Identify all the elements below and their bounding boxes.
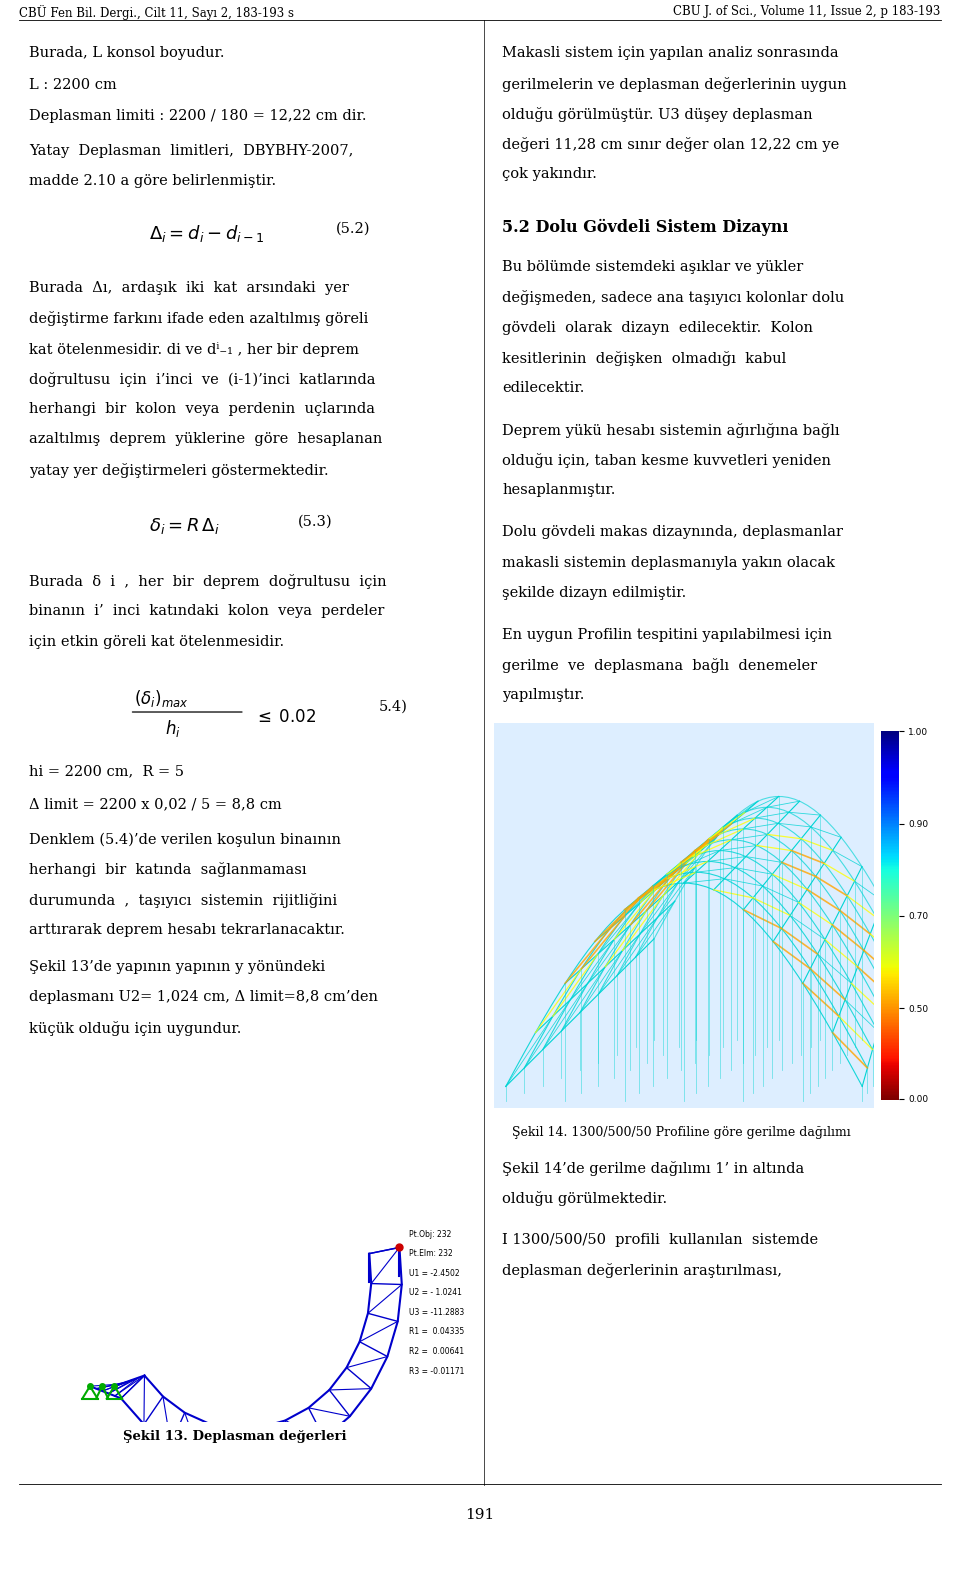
Text: CBÜ Fen Bil. Dergi., Cilt 11, Sayı 2, 183-193 s: CBÜ Fen Bil. Dergi., Cilt 11, Sayı 2, 18… (19, 5, 294, 20)
Text: 5.4): 5.4) (379, 699, 408, 713)
Text: sap 2000 programında statik hesabı yapılan: sap 2000 programında statik hesabı yapıl… (502, 844, 828, 858)
Text: Bu bölümde sistemdeki aşıklar ve yükler: Bu bölümde sistemdeki aşıklar ve yükler (502, 261, 804, 275)
Text: Burada, L konsol boyudur.: Burada, L konsol boyudur. (29, 47, 225, 60)
Text: deplasman değerlerinin araştırılması,: deplasman değerlerinin araştırılması, (502, 1263, 782, 1279)
Text: herhangi  bir  kolon  veya  perdenin  uçlarında: herhangi bir kolon veya perdenin uçların… (29, 402, 374, 416)
Text: U3 = -11.2883: U3 = -11.2883 (409, 1309, 464, 1316)
Text: Denklem (5.4)’de verilen koşulun binaının: Denklem (5.4)’de verilen koşulun binaını… (29, 833, 341, 847)
Text: binanın  i’  inci  katındaki  kolon  veya  perdeler: binanın i’ inci katındaki kolon veya per… (29, 605, 384, 619)
Text: çok yakındır.: çok yakındır. (502, 167, 597, 181)
Text: gerilme  ve  deplasmana  bağlı  denemeler: gerilme ve deplasmana bağlı denemeler (502, 658, 817, 672)
Text: hi = 2200 cm,  R = 5: hi = 2200 cm, R = 5 (29, 765, 183, 779)
Text: $\leq\;0.02$: $\leq\;0.02$ (254, 709, 317, 726)
Text: madde 2.10 a göre belirlenmiştir.: madde 2.10 a göre belirlenmiştir. (29, 174, 276, 189)
Text: gövdeli  olarak  dizayn  edilecektir.  Kolon: gövdeli olarak dizayn edilecektir. Kolon (502, 320, 813, 335)
Text: $h_i$: $h_i$ (165, 718, 180, 740)
Text: gerilmelerin ve deplasman değerlerinin uygun: gerilmelerin ve deplasman değerlerinin u… (502, 77, 847, 91)
Text: Şekil 14’de gerilme dağılımı 1’ in altında: Şekil 14’de gerilme dağılımı 1’ in altın… (502, 1161, 804, 1177)
Text: sistemin  gerilme  dağılımı  şekil  14’de: sistemin gerilme dağılımı şekil 14’de (502, 873, 794, 889)
Text: CBU J. of Sci., Volume 11, Issue 2, p 183-193: CBU J. of Sci., Volume 11, Issue 2, p 18… (673, 5, 941, 17)
Text: En uygun Profilin tespitini yapılabilmesi için: En uygun Profilin tespitini yapılabilmes… (502, 628, 832, 641)
Text: 191: 191 (466, 1508, 494, 1522)
Text: R2 =  0.00641: R2 = 0.00641 (409, 1346, 464, 1356)
Text: arttırarak deprem hesabı tekrarlanacaktır.: arttırarak deprem hesabı tekrarlanacaktı… (29, 922, 345, 936)
Text: makasli sistemin deplasmanıyla yakın olacak: makasli sistemin deplasmanıyla yakın ola… (502, 556, 835, 570)
Text: deplasmanı U2= 1,024 cm, Δ limit=8,8 cm’den: deplasmanı U2= 1,024 cm, Δ limit=8,8 cm’… (29, 990, 378, 1004)
Text: $(\delta_i)_{max}$: $(\delta_i)_{max}$ (134, 688, 189, 709)
Text: L : 2200 cm: L : 2200 cm (29, 77, 116, 91)
Text: $\delta_i = R\,\Delta_i$: $\delta_i = R\,\Delta_i$ (149, 515, 219, 536)
Text: Makasli sistem için yapılan analiz sonrasında: Makasli sistem için yapılan analiz sonra… (502, 47, 839, 60)
Text: edilecektir.: edilecektir. (502, 382, 585, 396)
Text: R1 =  0.04335: R1 = 0.04335 (409, 1327, 464, 1337)
Text: I 1300/500/50  yapma  profilin  gerilme  ve: I 1300/500/50 yapma profilin gerilme ve (502, 731, 820, 745)
Text: Burada  δ  i  ,  her  bir  deprem  doğrultusu  için: Burada δ i , her bir deprem doğrultusu i… (29, 573, 387, 589)
Text: R3 = -0.01171: R3 = -0.01171 (409, 1367, 464, 1376)
Text: olduğu görülmektedir.: olduğu görülmektedir. (502, 1191, 667, 1207)
Text: Yatay  Deplasman  limitleri,  DBYBHY-2007,: Yatay Deplasman limitleri, DBYBHY-2007, (29, 145, 353, 159)
Text: (5.3): (5.3) (298, 514, 332, 528)
Text: 5.2 Dolu Gövdeli Sistem Dizaynı: 5.2 Dolu Gövdeli Sistem Dizaynı (502, 218, 788, 236)
Text: herhangi  bir  katında  sağlanmaması: herhangi bir katında sağlanmaması (29, 862, 306, 878)
Text: Deprem yükü hesabı sistemin ağırlığına bağlı: Deprem yükü hesabı sistemin ağırlığına b… (502, 423, 840, 438)
Text: değeri 11,28 cm sınır değer olan 12,22 cm ye: değeri 11,28 cm sınır değer olan 12,22 c… (502, 137, 839, 152)
Text: değişmeden, sadece ana taşıyıcı kolonlar dolu: değişmeden, sadece ana taşıyıcı kolonlar… (502, 291, 845, 305)
Text: kesitlerinin  değişken  olmadığı  kabul: kesitlerinin değişken olmadığı kabul (502, 350, 786, 366)
Text: U1 = -2.4502: U1 = -2.4502 (409, 1269, 459, 1277)
Text: yapılmıştır.: yapılmıştır. (502, 688, 585, 702)
Text: Burada  Δı,  ardaşık  iki  kat  arsındaki  yer: Burada Δı, ardaşık iki kat arsındaki yer (29, 281, 348, 295)
Text: verilmiştir.: verilmiştir. (502, 905, 582, 919)
Text: I 1300/500/50  profili  kullanılan  sistemde: I 1300/500/50 profili kullanılan sistemd… (502, 1233, 818, 1247)
Text: şekilde dizayn edilmiştir.: şekilde dizayn edilmiştir. (502, 586, 686, 600)
Text: Şekil 13. Deplasman değerleri: Şekil 13. Deplasman değerleri (124, 1430, 347, 1442)
Text: Deplasman limiti : 2200 / 180 = 12,22 cm dir.: Deplasman limiti : 2200 / 180 = 12,22 cm… (29, 108, 367, 123)
Text: doğrultusu  için  i’inci  ve  (i-1)’inci  katlarında: doğrultusu için i’inci ve (i-1)’inci kat… (29, 372, 375, 386)
Text: Dolu gövdeli makas dizaynında, deplasmanlar: Dolu gövdeli makas dizaynında, deplasman… (502, 525, 843, 539)
Text: olduğu görülmüştür. U3 düşey deplasman: olduğu görülmüştür. U3 düşey deplasman (502, 107, 813, 123)
Text: Şekil 13’de yapının yapının y yönündeki: Şekil 13’de yapının yapının y yönündeki (29, 960, 325, 974)
Text: değiştirme farkını ifade eden azaltılmış göreli: değiştirme farkını ifade eden azaltılmış… (29, 311, 369, 327)
Text: Pt.Elm: 232: Pt.Elm: 232 (409, 1249, 452, 1258)
Text: hesaplanmıştır.: hesaplanmıştır. (502, 484, 615, 498)
Text: kat ötelenmesidir. di ve dⁱ₋₁ , her bir deprem: kat ötelenmesidir. di ve dⁱ₋₁ , her bir … (29, 341, 359, 357)
Text: $\Delta_i = d_i - d_{i-1}$: $\Delta_i = d_i - d_{i-1}$ (149, 223, 264, 244)
Text: için etkin göreli kat ötelenmesidir.: için etkin göreli kat ötelenmesidir. (29, 635, 284, 649)
Text: Şekil 14. 1300/500/50 Profiline göre gerilme dağılımı: Şekil 14. 1300/500/50 Profiline göre ger… (513, 1126, 851, 1139)
Polygon shape (494, 723, 874, 1108)
Text: yatay yer değiştirmeleri göstermektedir.: yatay yer değiştirmeleri göstermektedir. (29, 462, 328, 478)
Text: (5.2): (5.2) (336, 222, 371, 236)
Text: Bölüm 4’de belirtilen kombinasyonlar altında: Bölüm 4’de belirtilen kombinasyonlar alt… (502, 814, 837, 828)
Text: azaltılmış  deprem  yüklerine  göre  hesaplanan: azaltılmış deprem yüklerine göre hesapla… (29, 432, 382, 446)
Text: U2 = - 1.0241: U2 = - 1.0241 (409, 1288, 462, 1298)
Text: durumunda  ,  taşıyıcı  sistemin  rijitliğini: durumunda , taşıyıcı sistemin rijitliğin… (29, 892, 337, 908)
Text: deplasman hesapları,: deplasman hesapları, (502, 760, 660, 775)
Text: küçük olduğu için uygundur.: küçük olduğu için uygundur. (29, 1021, 241, 1035)
Text: Pt.Obj: 232: Pt.Obj: 232 (409, 1230, 451, 1238)
Text: Δ limit = 2200 x 0,02 / 5 = 8,8 cm: Δ limit = 2200 x 0,02 / 5 = 8,8 cm (29, 798, 281, 811)
Text: olduğu için, taban kesme kuvvetleri yeniden: olduğu için, taban kesme kuvvetleri yeni… (502, 454, 831, 468)
